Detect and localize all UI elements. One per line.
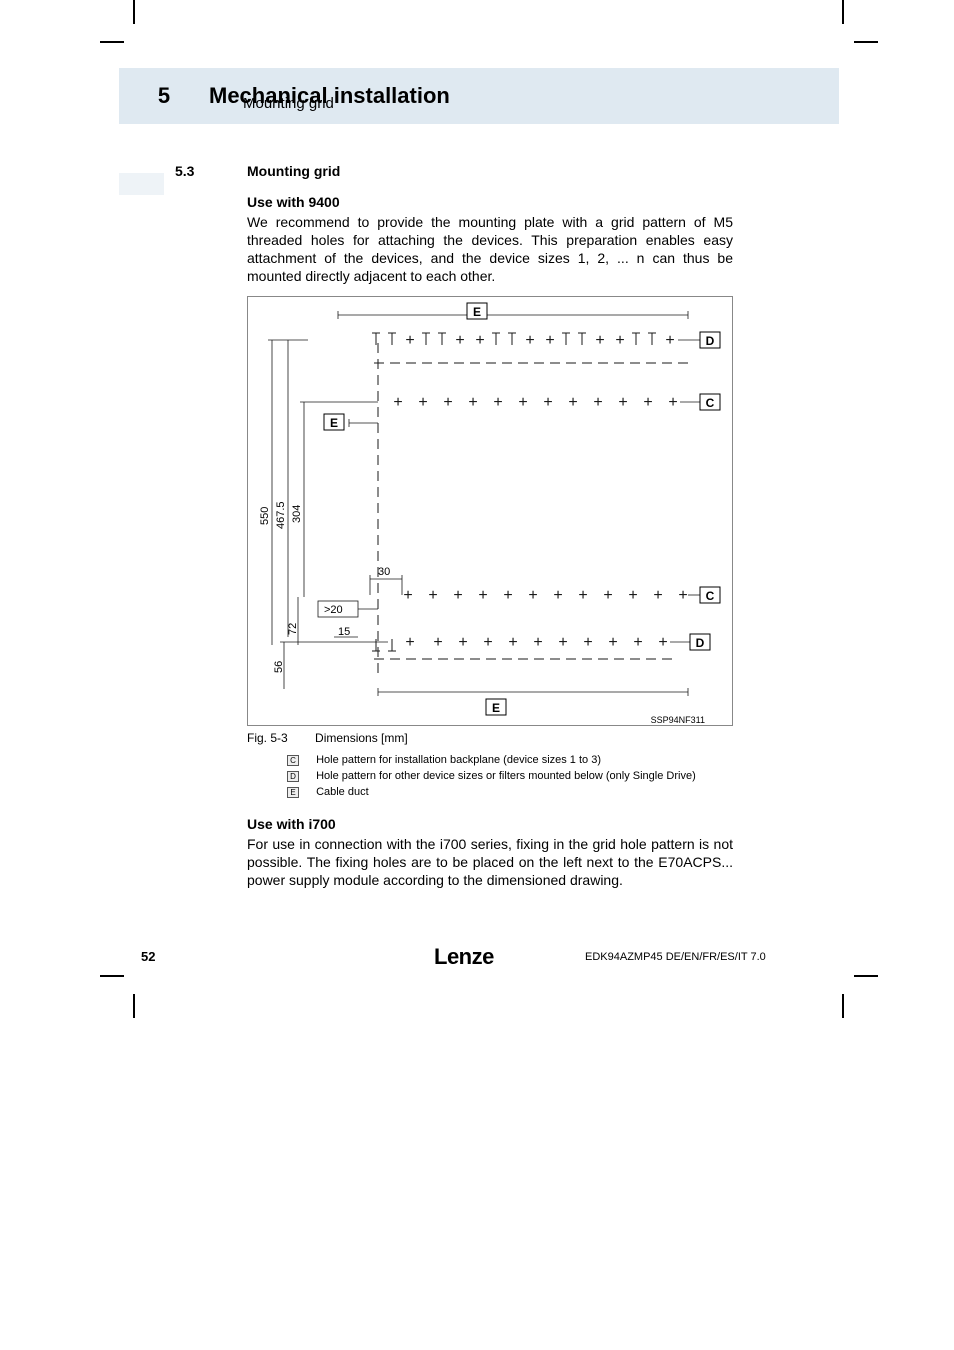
crop-mark [133,994,135,1018]
dim-15: 15 [338,626,350,638]
figure-label-E: E [473,305,481,319]
svg-text:+: + [478,587,487,604]
legend-key-C: C [287,755,299,766]
doc-reference: EDK94AZMP45 DE/EN/FR/ES/IT 7.0 [585,951,766,963]
svg-text:+: + [405,332,414,349]
figure-label-E: E [330,416,338,430]
svg-text:+: + [403,587,412,604]
svg-text:+: + [455,332,464,349]
svg-text:+: + [665,332,674,349]
chapter-subtitle: Mounting grid [243,95,334,112]
svg-text:+: + [428,587,437,604]
svg-text:+: + [475,332,484,349]
svg-text:+: + [658,634,667,651]
section-title: Mounting grid [247,163,340,179]
svg-text:+: + [608,634,617,651]
figure-caption-text: Dimensions [mm] [315,731,408,745]
svg-text:+: + [533,634,542,651]
svg-text:+: + [458,634,467,651]
svg-text:+: + [483,634,492,651]
svg-text:+: + [653,587,662,604]
crop-mark [133,0,135,24]
svg-text:+: + [528,587,537,604]
svg-text:+: + [518,394,527,411]
svg-text:+: + [508,634,517,651]
legend-text: Hole pattern for installation backplane … [316,754,601,766]
svg-text:+: + [503,587,512,604]
svg-text:+: + [393,394,402,411]
svg-text:+: + [643,394,652,411]
svg-text:+: + [493,394,502,411]
figure-code: SSP94NF311 [651,715,705,725]
svg-text:+: + [453,587,462,604]
crop-mark [842,994,844,1018]
svg-text:+: + [433,634,442,651]
figure-label-D: D [696,636,705,650]
svg-text:+: + [678,587,687,604]
svg-text:+: + [418,394,427,411]
svg-text:+: + [628,587,637,604]
hole-row-D-bottom: + + + + + + + + + + + [372,634,690,651]
dim-72: 72 [287,623,299,635]
hole-row-C-bottom: + + + + + + + + + + + + [403,587,700,604]
legend-text: Cable duct [316,786,369,798]
svg-text:+: + [443,394,452,411]
svg-text:+: + [545,332,554,349]
crop-mark [100,975,124,977]
mounting-grid-figure: E + + + + + + + + D [247,296,733,726]
dim-30: 30 [378,566,390,578]
crop-mark [100,41,124,43]
svg-text:+: + [405,634,414,651]
svg-text:+: + [618,394,627,411]
header-band: 5 Mechanical installation [119,68,839,124]
svg-text:+: + [558,634,567,651]
crop-mark [854,975,878,977]
brand-logo: Lenze [434,944,494,970]
figure-label-C: C [706,396,715,410]
svg-text:+: + [615,332,624,349]
figure-label-E: E [492,701,500,715]
legend-text: Hole pattern for other device sizes or f… [316,770,696,782]
body-text: We recommend to provide the mounting pla… [247,214,733,286]
figure-label-C: C [706,589,715,603]
svg-text:+: + [553,587,562,604]
chapter-number: 5 [119,83,209,109]
margin-accent [119,173,164,195]
legend-row: E Cable duct [287,786,369,798]
svg-text:+: + [668,394,677,411]
figure-number: Fig. 5-3 [247,731,288,745]
figure-caption: Fig. 5-3 Dimensions [mm] [247,731,408,745]
svg-text:+: + [525,332,534,349]
svg-text:+: + [595,332,604,349]
svg-text:+: + [593,394,602,411]
dim-gt20: >20 [324,604,343,616]
subsection-heading: Use with 9400 [247,194,340,210]
svg-text:+: + [633,634,642,651]
subsection-heading: Use with i700 [247,816,336,832]
svg-text:+: + [468,394,477,411]
hole-row-C-top: + + + + + + + + + + + + [393,394,700,411]
legend-key-D: D [287,771,299,782]
svg-text:+: + [583,634,592,651]
dim-304: 304 [291,505,303,523]
svg-text:+: + [578,587,587,604]
body-text: For use in connection with the i700 seri… [247,836,733,890]
svg-text:+: + [543,394,552,411]
dim-467: 467.5 [275,501,287,529]
crop-mark [854,41,878,43]
legend-key-E: E [287,787,299,798]
hole-row-D-top: + + + + + + + + [372,332,700,349]
svg-text:+: + [568,394,577,411]
figure-label-D: D [706,334,715,348]
crop-mark [842,0,844,24]
legend-row: C Hole pattern for installation backplan… [287,754,601,766]
svg-text:+: + [603,587,612,604]
section-number: 5.3 [175,163,194,179]
dim-56: 56 [273,661,285,673]
dim-550: 550 [259,507,271,525]
page-number: 52 [141,949,155,964]
legend-row: D Hole pattern for other device sizes or… [287,770,696,782]
